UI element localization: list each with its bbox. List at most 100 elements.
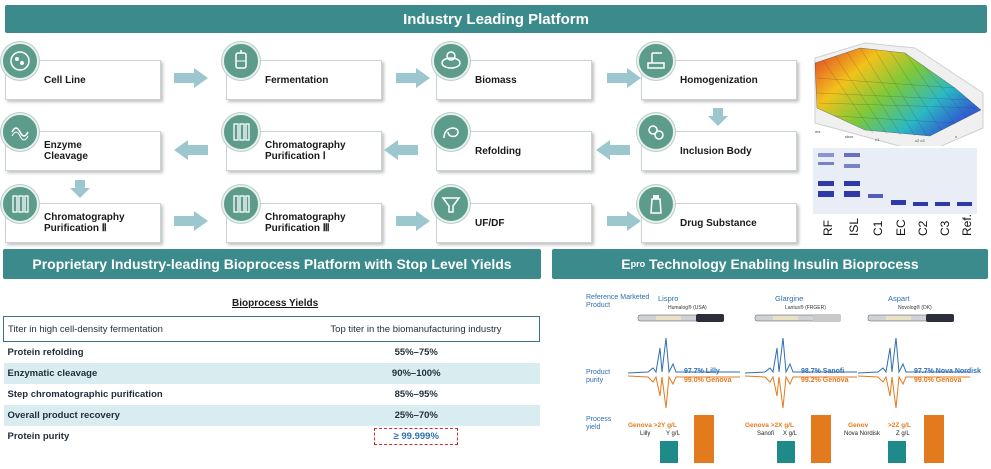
svg-text:x: x xyxy=(955,134,957,139)
svg-text:c1: c1 xyxy=(875,137,880,142)
process-step-label: Biomass xyxy=(475,74,517,86)
chromatography-icon xyxy=(1,185,39,223)
process-step-label: Refolding xyxy=(475,145,522,157)
process-step: Drug Substance xyxy=(641,203,797,243)
genova-yield-bar xyxy=(811,415,831,463)
genova-yield-b: >2Z g/L xyxy=(888,422,911,429)
process-step-label: Chromatography Purification Ⅱ xyxy=(44,212,125,234)
epro-banner-rest: Technology Enabling Insulin Bioprocess xyxy=(645,256,919,272)
reference-yield: X g/L xyxy=(783,431,798,437)
gel-lane-label: EC xyxy=(894,219,908,236)
refolding-icon xyxy=(432,113,470,151)
table-row: Protein refolding 55%–75% xyxy=(3,341,540,363)
product-name: Aspart xyxy=(888,294,910,303)
inclusion-body-icon xyxy=(637,113,675,151)
arrow-ufdf-drug xyxy=(607,211,641,231)
arrow-fermentation-biomass xyxy=(396,68,430,88)
process-step-label: Homogenization xyxy=(680,74,758,86)
chromatogram xyxy=(628,338,740,408)
reference-company: Sanofi xyxy=(757,431,775,437)
gel-lane-labels: RF ISL C1 EC C2 C3 Ref. xyxy=(813,214,977,238)
gel-lane-label: Ref. xyxy=(960,213,974,236)
genova-purity: 99.0% Genova xyxy=(684,377,732,384)
arrow-chrom1-enzyme xyxy=(174,140,208,160)
reference-row-label: Reference Marketed Product xyxy=(586,294,650,309)
arrow-inclusion-refolding xyxy=(596,140,630,160)
yields-title: Bioprocess Yields xyxy=(232,298,319,309)
genova-yield: Genova >2X g/L xyxy=(745,422,794,429)
bioprocess-banner-title: Proprietary Industry-leading Bioprocess … xyxy=(32,256,512,272)
process-step: Enzyme Cleavage xyxy=(5,131,161,171)
gel-lane-label: C1 xyxy=(871,220,885,236)
yield-row-value: ≥ 99.999% xyxy=(374,428,459,445)
insulin-pen-icon xyxy=(637,314,724,322)
product-brand: Humalog® (USA) xyxy=(668,305,707,311)
fermenter-icon xyxy=(222,42,260,80)
table-row: Enzymatic cleavage 90%–100% xyxy=(3,363,540,384)
yield-row-label: Protein refolding xyxy=(7,347,84,358)
top-banner-title: Industry Leading Platform xyxy=(403,10,589,28)
reference-yield-bar xyxy=(777,441,795,463)
reference-purity: 97.7% Nova Nordisk xyxy=(914,368,981,375)
product-brand: Novolog® (DK) xyxy=(898,305,932,311)
top-banner: Industry Leading Platform xyxy=(5,5,987,33)
chromatogram xyxy=(858,338,970,408)
ufdf-icon xyxy=(432,185,470,223)
bioprocess-banner: Proprietary Industry-leading Bioprocess … xyxy=(3,249,541,279)
process-step-label: Inclusion Body xyxy=(680,145,752,157)
chromatography-icon xyxy=(222,185,260,223)
yield-row-label: Overall product recovery xyxy=(7,410,120,421)
biomass-icon xyxy=(432,42,470,80)
gel-lane-label: ISL xyxy=(847,217,861,236)
arrow-refolding-chrom1 xyxy=(384,140,418,160)
arrow-biomass-homogenization xyxy=(607,68,641,88)
yield-row-label: Process yield xyxy=(586,416,612,431)
process-step-label: UF/DF xyxy=(475,217,505,229)
process-step-label: Cell Line xyxy=(44,74,86,86)
reference-purity: 97.7% Lilly xyxy=(684,368,720,375)
product-name: Glargine xyxy=(775,294,804,303)
product-brand: Lantus® (FRGER) xyxy=(785,305,826,311)
reference-company: Nova Nordisk xyxy=(844,431,881,437)
svg-text:ms: ms xyxy=(815,129,820,134)
enzyme-icon xyxy=(1,113,39,151)
drug-substance-icon xyxy=(637,185,675,223)
yields-header-row: Titer in high cell-density fermentation T… xyxy=(3,316,540,342)
process-step-label: Drug Substance xyxy=(680,217,757,229)
yield-row-value: 90%–100% xyxy=(391,368,441,379)
arrow-enzyme-chrom2 xyxy=(70,180,90,198)
chromatogram xyxy=(745,338,857,408)
genova-yield-a: Genov xyxy=(848,422,869,429)
yield-row-label: Protein purity xyxy=(7,431,70,442)
arrow-homogenization-inclusion xyxy=(708,108,728,126)
gel-lane-label: C3 xyxy=(938,220,952,236)
reference-yield-bar xyxy=(888,441,906,463)
svg-text:sbcs: sbcs xyxy=(845,134,853,139)
yield-row-label: Step chromatographic purification xyxy=(7,389,163,400)
surface-plot: ms sbcs c1 c2 c3 x xyxy=(814,42,984,146)
genova-purity: 99.2% Genova xyxy=(801,377,849,384)
sds-page-gel xyxy=(813,148,977,214)
table-row: Protein purity ≥ 99.999% xyxy=(3,426,540,447)
process-step-label: Chromatography Purification Ⅲ xyxy=(265,212,346,234)
arrow-chrom2-chrom3 xyxy=(174,211,208,231)
homogenizer-icon xyxy=(637,42,675,80)
genova-purity: 99.0% Genova xyxy=(914,377,962,384)
purity-row-label: Product purity xyxy=(586,369,611,384)
gel-lane-label: RF xyxy=(821,220,835,236)
process-step: Refolding xyxy=(436,131,592,171)
svg-text:c2 c3: c2 c3 xyxy=(915,138,925,143)
reference-yield: Y g/L xyxy=(666,431,680,437)
yield-row-value: 85%–95% xyxy=(394,389,438,400)
yields-table: Titer in high cell-density fermentation T… xyxy=(3,316,540,447)
arrow-chrom3-ufdf xyxy=(396,211,430,231)
yield-row-value: 55%–75% xyxy=(394,347,438,358)
cell-line-icon xyxy=(1,42,39,80)
table-row: Step chromatographic purification 85%–95% xyxy=(3,384,540,405)
process-step-label: Enzyme Cleavage xyxy=(44,140,88,162)
reference-yield: Z g/L xyxy=(896,431,910,437)
epro-banner-sup: pro xyxy=(630,259,646,269)
yields-header-left: Titer in high cell-density fermentation xyxy=(8,323,163,335)
insulin-pen-icon xyxy=(867,314,954,322)
